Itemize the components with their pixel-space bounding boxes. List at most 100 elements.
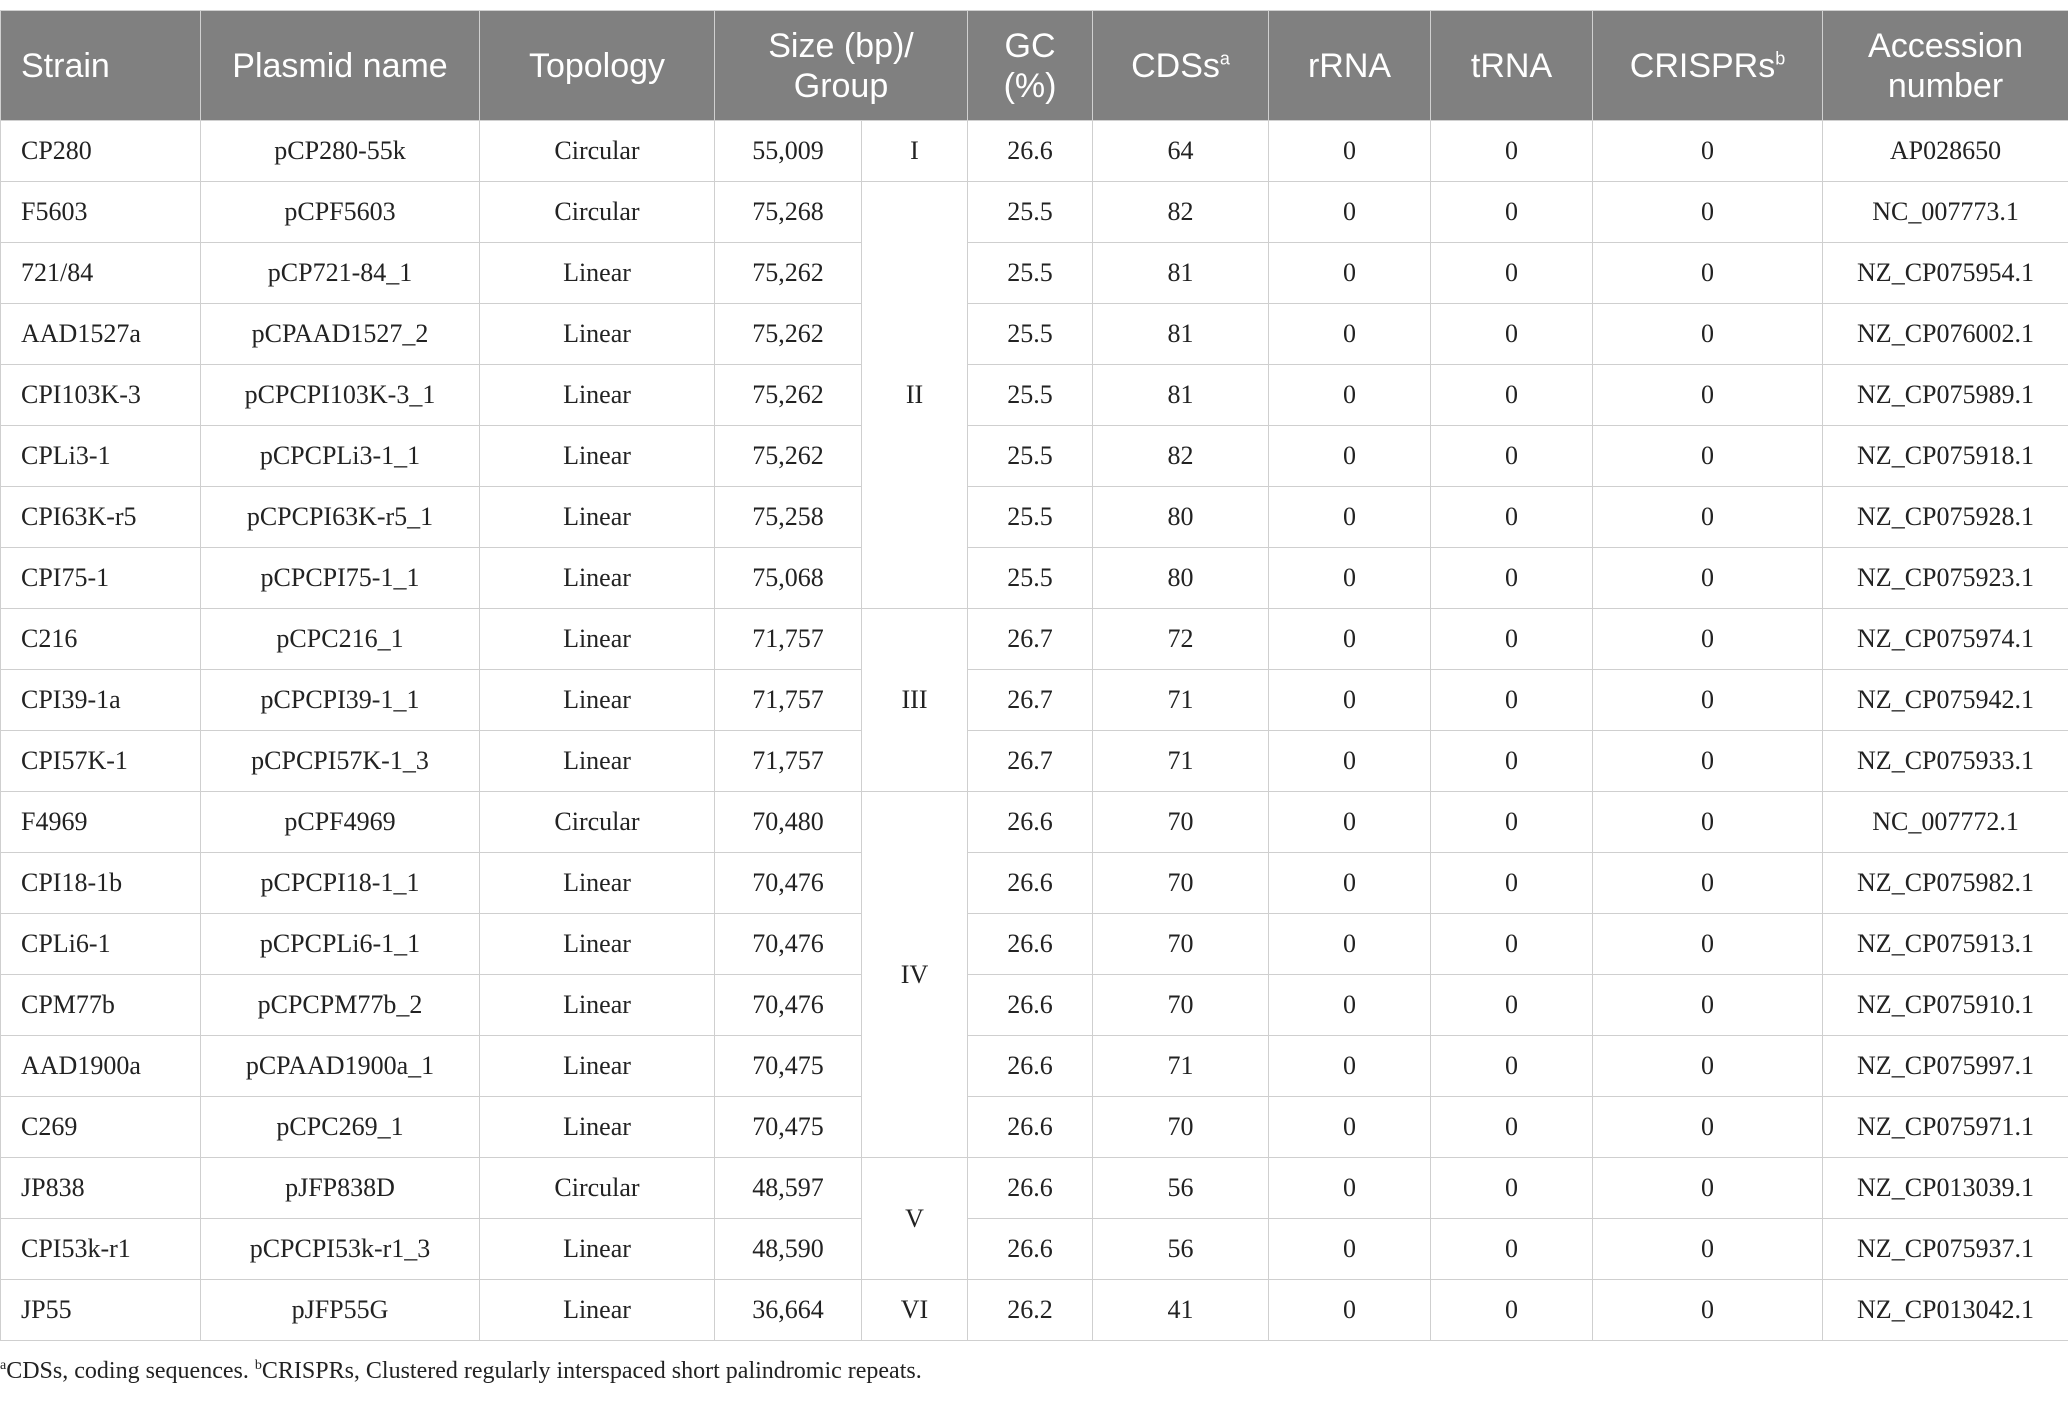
table-cell: 70,475: [714, 1096, 862, 1158]
table-cell: 0: [1430, 1157, 1594, 1219]
header-cell: tRNA: [1430, 10, 1594, 121]
table-row: F5603 pCPF5603 Circular 75,268 II 25.5 82 0 0 0 NC…: [0, 181, 2068, 609]
table-cell: Linear: [479, 242, 715, 304]
table-cell: pCP280-55k: [200, 120, 480, 182]
table-cell: pCPCPI18-1_1: [200, 852, 480, 914]
table-cell: 75,258: [714, 486, 862, 548]
table-cell: Linear: [479, 974, 715, 1036]
table-cell: 72: [1092, 608, 1270, 670]
table-row: JP838 pJFP838D Circular 48,597 V 26.6 56 0 0 0 NZ_…: [0, 1157, 2068, 1280]
table-cell: 26.6: [967, 1157, 1094, 1219]
header-superscript: b: [1775, 48, 1786, 69]
table-cell: 48,597: [714, 1157, 862, 1219]
table-cell: 0: [1592, 1279, 1824, 1341]
table-cell: Linear: [479, 547, 715, 609]
header-text: CRISPRs: [1629, 46, 1776, 85]
table-cell: pCPAAD1900a_1: [200, 1035, 480, 1097]
table-cell: pCPF5603: [200, 181, 480, 243]
table-cell: 81: [1092, 242, 1270, 304]
table-cell: pJFP55G: [200, 1279, 480, 1341]
table-cell: 26.6: [967, 1035, 1094, 1097]
table-cell: 25.5: [967, 425, 1094, 487]
table-cell: 0: [1268, 913, 1432, 975]
table-cell: 70,480: [714, 791, 862, 853]
table-cell: 80: [1092, 547, 1270, 609]
table-cell: pCPCPLi6-1_1: [200, 913, 480, 975]
table-cell: Linear: [479, 608, 715, 670]
table-cell: JP838: [0, 1157, 201, 1219]
table-cell: 0: [1592, 974, 1824, 1036]
table-cell: 64: [1092, 120, 1270, 182]
table-cell: NZ_CP075989.1: [1822, 364, 2068, 426]
header-cell: Strain: [0, 10, 201, 121]
table-cell: 0: [1592, 425, 1824, 487]
table-row: CPLi6-1 pCPCPLi6-1_1 Linear 70,476 26.6 70 0 0 0…: [0, 913, 2068, 975]
table-cell: CPI75-1: [0, 547, 201, 609]
table-cell: Linear: [479, 425, 715, 487]
table-cell: 0: [1592, 120, 1824, 182]
table-cell: pCPCPLi3-1_1: [200, 425, 480, 487]
table-cell: NZ_CP075974.1: [1822, 608, 2068, 670]
group-cell: IV: [860, 791, 969, 1158]
table-cell: 0: [1430, 486, 1594, 548]
table-cell: 26.7: [967, 730, 1094, 792]
footnote-text: CDSs, coding sequences.: [6, 1358, 255, 1384]
table-cell: 0: [1430, 242, 1594, 304]
table-cell: C269: [0, 1096, 201, 1158]
footnote-text: CRISPRs, Clustered regularly interspaced…: [261, 1358, 922, 1384]
table-cell: 71,757: [714, 608, 862, 670]
table-cell: 26.2: [967, 1279, 1094, 1341]
table-cell: 0: [1592, 181, 1824, 243]
header-text: Plasmid name: [232, 46, 448, 85]
table-cell: NZ_CP075937.1: [1822, 1218, 2068, 1280]
table-cell: 26.7: [967, 608, 1094, 670]
table-cell: 0: [1268, 425, 1432, 487]
table-row: CPLi3-1 pCPCPLi3-1_1 Linear 75,262 25.5 82 0 0 0…: [0, 425, 2068, 487]
table-cell: NC_007773.1: [1822, 181, 2068, 243]
table-cell: NZ_CP075942.1: [1822, 669, 2068, 731]
table-cell: 0: [1268, 1035, 1432, 1097]
table-cell: 0: [1430, 364, 1594, 426]
table-cell: 0: [1592, 242, 1824, 304]
table-cell: 0: [1592, 1218, 1824, 1280]
table-cell: 81: [1092, 364, 1270, 426]
header-text: Strain: [21, 46, 110, 85]
table: Strain Plasmid name Topology Size (bp)/ Gro…: [0, 10, 2068, 1341]
table-cell: AAD1527a: [0, 303, 201, 365]
table-cell: CPLi6-1: [0, 913, 201, 975]
table-cell: Circular: [479, 791, 715, 853]
header-cell: GC (%): [967, 10, 1094, 121]
table-cell: 0: [1268, 547, 1432, 609]
table-cell: 0: [1430, 303, 1594, 365]
table-cell: 0: [1268, 242, 1432, 304]
table-wrap: Strain Plasmid name Topology Size (bp)/ Gro…: [0, 10, 2068, 1341]
table-cell: pCPCPI57K-1_3: [200, 730, 480, 792]
table-cell: 82: [1092, 425, 1270, 487]
table-row: C216 pCPC216_1 Linear 71,757 III 26.7 72 0 0 0 NZ_…: [0, 608, 2068, 792]
table-cell: 0: [1592, 608, 1824, 670]
table-cell: F4969: [0, 791, 201, 853]
table-cell: 0: [1592, 730, 1824, 792]
table-cell: 0: [1268, 730, 1432, 792]
table-cell: 75,262: [714, 242, 862, 304]
table-cell: 25.5: [967, 547, 1094, 609]
table-body: CP280 pCP280-55k Circular 55,009 I 26.6 64 0 0 0 A…: [0, 120, 2068, 1341]
footnote-marker: b: [254, 1358, 262, 1373]
table-cell: 71,757: [714, 669, 862, 731]
table-cell: NC_007772.1: [1822, 791, 2068, 853]
table-cell: 82: [1092, 181, 1270, 243]
table-cell: NZ_CP013039.1: [1822, 1157, 2068, 1219]
header-cell: CDSsa: [1092, 10, 1270, 121]
table-cell: 25.5: [967, 242, 1094, 304]
header-text: GC (%): [1003, 26, 1057, 105]
table-cell: 25.5: [967, 486, 1094, 548]
table-cell: 70,476: [714, 852, 862, 914]
table-cell: pCPCPI39-1_1: [200, 669, 480, 731]
table-row: C269 pCPC269_1 Linear 70,475 26.6 70 0 0 0 NZ_CP0…: [0, 1096, 2068, 1158]
table-cell: AAD1900a: [0, 1035, 201, 1097]
table-cell: 0: [1430, 974, 1594, 1036]
table-cell: 70: [1092, 1096, 1270, 1158]
table-row: AAD1900a pCPAAD1900a_1 Linear 70,475 26.6 71 0…: [0, 1035, 2068, 1097]
table-cell: 75,068: [714, 547, 862, 609]
header-text: tRNA: [1470, 46, 1553, 85]
